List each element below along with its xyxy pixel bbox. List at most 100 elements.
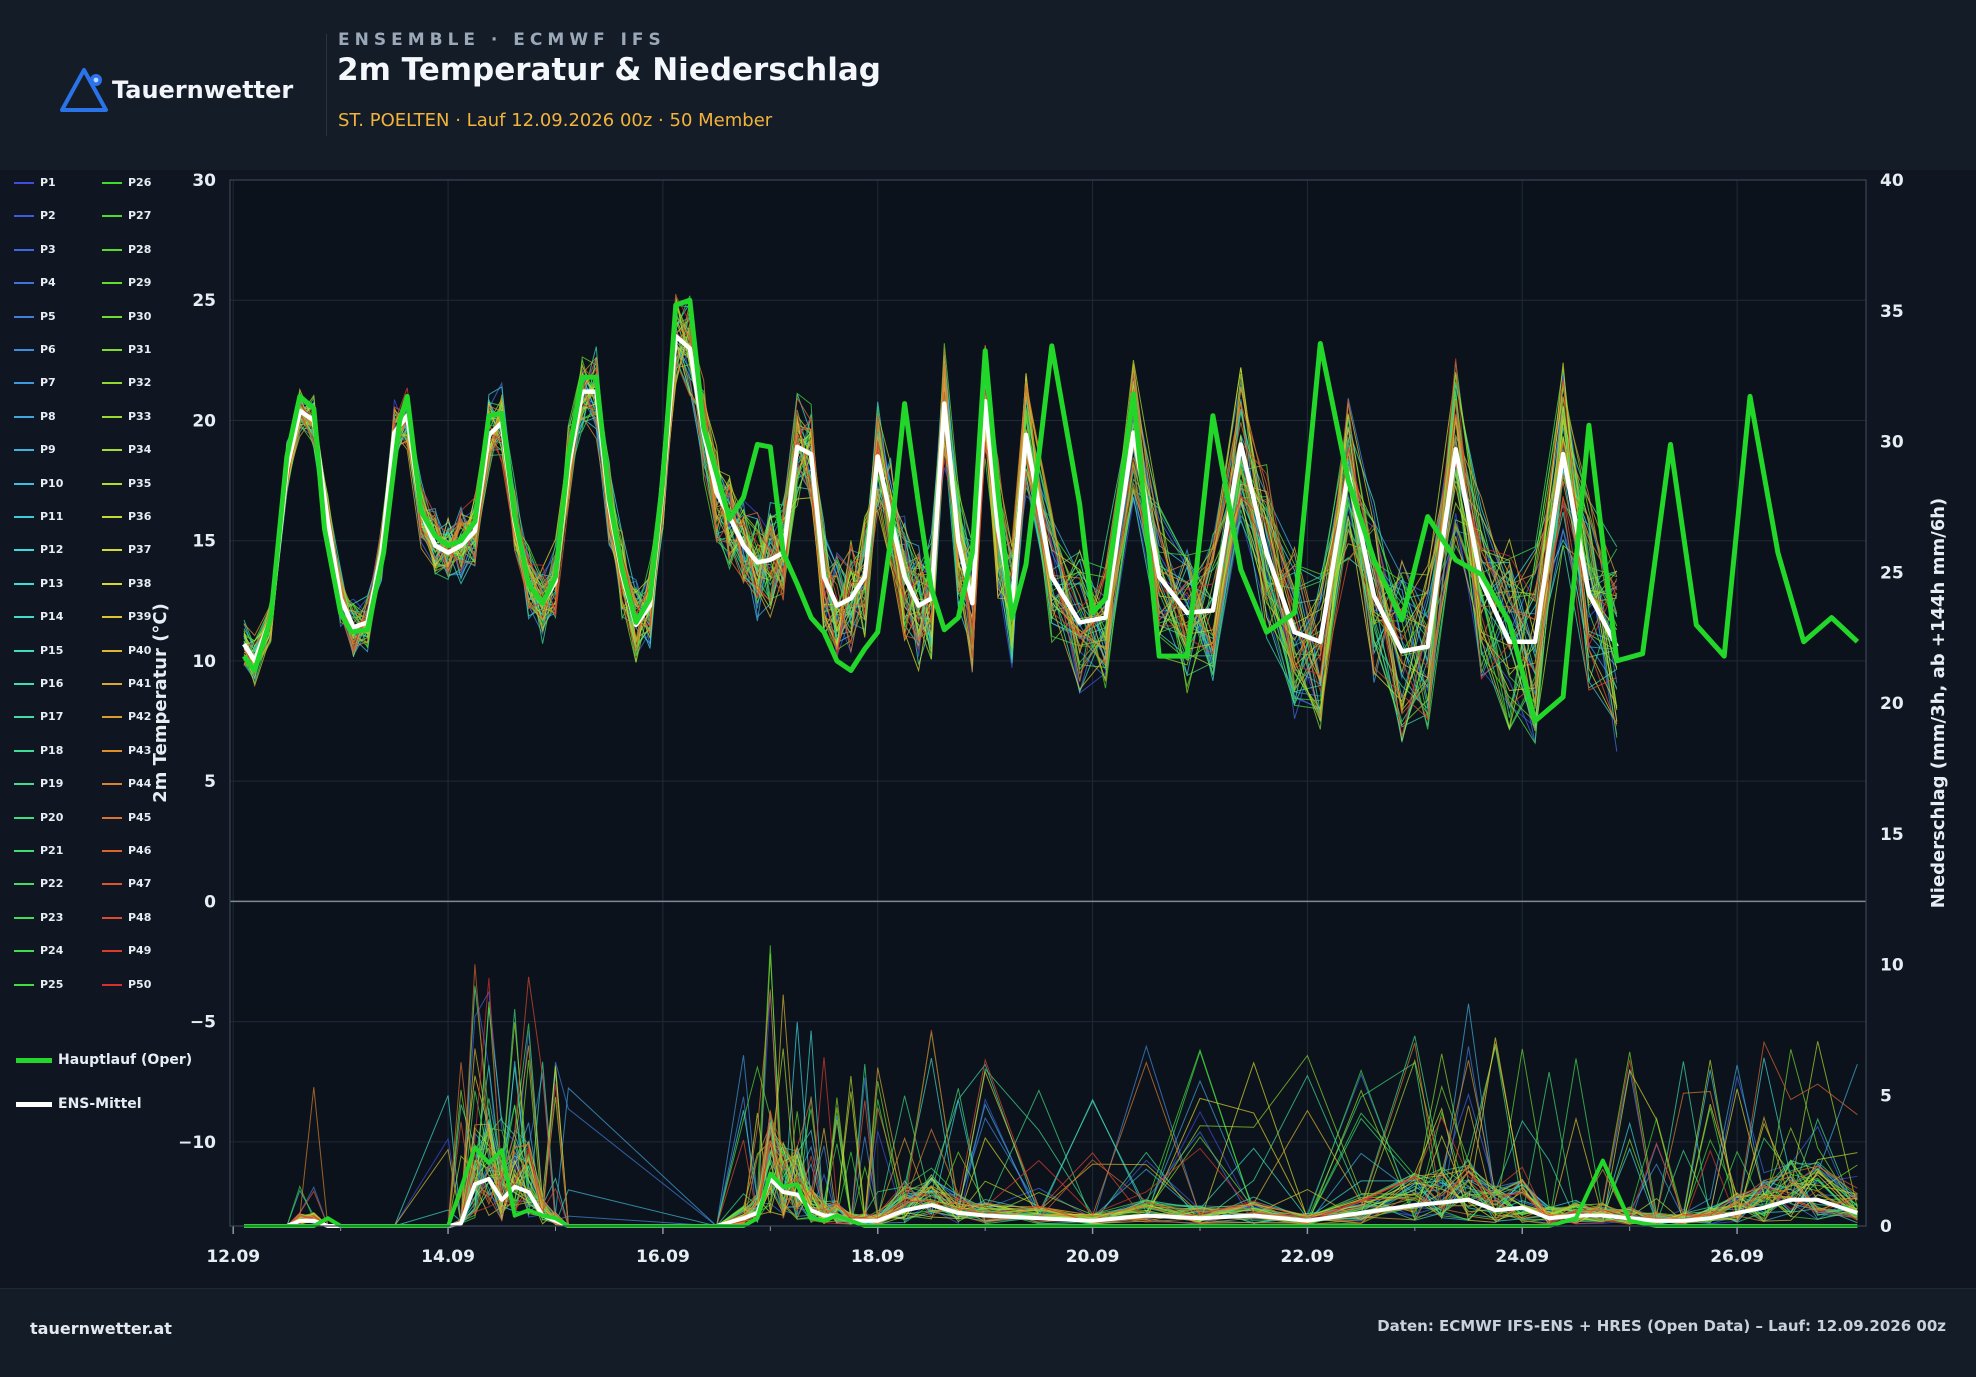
legend-swatch — [14, 683, 34, 685]
y-tick-label: 30 — [192, 171, 216, 191]
legend-label: P1 — [40, 176, 56, 189]
legend-item[interactable]: P47 — [102, 877, 151, 895]
mountain-logo-icon — [60, 68, 108, 112]
legend-item[interactable]: P8 — [14, 410, 56, 428]
legend-swatch — [102, 850, 122, 852]
legend-item[interactable]: P4 — [14, 276, 56, 294]
legend-label: P9 — [40, 443, 56, 457]
legend-label: P49 — [128, 944, 152, 958]
legend-swatch — [102, 950, 122, 953]
legend-item[interactable]: P18 — [14, 744, 63, 762]
legend-item[interactable]: P38 — [102, 577, 151, 595]
legend-swatch — [14, 950, 34, 953]
member-precip-line — [244, 1057, 1858, 1227]
legend-swatch — [14, 215, 34, 218]
legend-label: P13 — [40, 576, 64, 590]
legend-swatch — [102, 916, 122, 919]
legend-item[interactable]: P11 — [14, 510, 63, 528]
legend-item[interactable]: P37 — [102, 543, 151, 561]
legend-item-mean[interactable]: ENS-Mittel — [16, 1096, 142, 1114]
legend-label: P44 — [128, 777, 152, 791]
legend-item[interactable]: P42 — [102, 710, 151, 728]
legend-item[interactable]: P30 — [102, 310, 151, 328]
legend-item[interactable]: P43 — [102, 744, 151, 762]
legend-item[interactable]: P2 — [14, 209, 56, 227]
legend-swatch — [14, 716, 34, 719]
legend-label: P32 — [128, 376, 152, 390]
legend-swatch — [14, 315, 34, 318]
legend-label: P39 — [128, 610, 152, 624]
legend-item[interactable]: P17 — [14, 710, 63, 728]
legend-swatch — [102, 415, 122, 418]
y2-tick-label: 40 — [1880, 171, 1904, 191]
legend-item[interactable]: P26 — [102, 176, 151, 194]
legend-swatch — [102, 582, 122, 585]
legend-item[interactable]: P28 — [102, 243, 151, 261]
legend-item[interactable]: P31 — [102, 343, 151, 361]
legend-item[interactable]: P5 — [14, 310, 56, 328]
legend-item[interactable]: P29 — [102, 276, 151, 294]
legend-item[interactable]: P19 — [14, 777, 63, 795]
legend-item[interactable]: P25 — [14, 978, 63, 996]
legend-item[interactable]: P20 — [14, 811, 63, 829]
legend: P1 P2 P3 P4 P5 P6 P7 P8 P9 P10 P11 P12 P13 P14 P15 P16 P… — [0, 170, 230, 1130]
legend-label: P15 — [40, 643, 64, 657]
legend-item[interactable]: P14 — [14, 610, 63, 628]
legend-swatch — [14, 282, 34, 285]
y-tick-label: 25 — [192, 291, 216, 311]
legend-item[interactable]: P27 — [102, 209, 151, 227]
legend-item[interactable]: P1 — [14, 176, 56, 194]
legend-item[interactable]: P22 — [14, 877, 63, 895]
legend-item[interactable]: P16 — [14, 677, 63, 695]
footer-source: Daten: ECMWF IFS-ENS + HRES (Open Data) … — [1377, 1317, 1946, 1335]
chart: 30 25 20 15 10 5 0 −5 −10 40 35 30 25 20 15 10 5 0 12.09 14… — [150, 171, 1949, 1267]
legend-item[interactable]: P32 — [102, 376, 151, 394]
legend-label: P45 — [128, 810, 152, 824]
legend-item[interactable]: P46 — [102, 844, 151, 862]
legend-item[interactable]: P33 — [102, 410, 151, 428]
legend-item[interactable]: P6 — [14, 343, 56, 361]
legend-item[interactable]: P35 — [102, 477, 151, 495]
y2-axis-label: Niederschlag (mm/3h, ab +144h mm/6h) — [1928, 498, 1949, 909]
legend-label: P37 — [128, 543, 152, 557]
legend-swatch — [102, 883, 122, 886]
header-divider — [326, 34, 327, 136]
legend-item[interactable]: P36 — [102, 510, 151, 528]
legend-item[interactable]: P15 — [14, 644, 63, 662]
legend-item[interactable]: P44 — [102, 777, 151, 795]
legend-swatch — [102, 482, 122, 485]
legend-label: P47 — [128, 877, 152, 891]
legend-item[interactable]: P41 — [102, 677, 151, 695]
legend-item[interactable]: P48 — [102, 911, 151, 929]
logo[interactable]: Tauernwetter — [60, 66, 310, 118]
legend-item[interactable]: P24 — [14, 944, 63, 962]
legend-item[interactable]: P7 — [14, 376, 56, 394]
legend-item[interactable]: P23 — [14, 911, 63, 929]
legend-item[interactable]: P12 — [14, 543, 63, 561]
legend-item[interactable]: P40 — [102, 644, 151, 662]
x-tick-label: 22.09 — [1281, 1247, 1335, 1267]
legend-label: P25 — [40, 977, 64, 991]
legend-swatch — [14, 449, 34, 452]
legend-item-oper[interactable]: Hauptlauf (Oper) — [16, 1052, 192, 1070]
y2-tick-label: 15 — [1880, 825, 1904, 845]
legend-label: P2 — [40, 209, 56, 223]
legend-swatch — [14, 649, 34, 652]
legend-item[interactable]: P50 — [102, 978, 151, 996]
legend-item[interactable]: P10 — [14, 477, 63, 495]
legend-label: P14 — [40, 610, 64, 624]
legend-item[interactable]: P21 — [14, 844, 63, 862]
legend-item[interactable]: P9 — [14, 443, 56, 461]
legend-item[interactable]: P3 — [14, 243, 56, 261]
legend-item[interactable]: P34 — [102, 443, 151, 461]
footer-site[interactable]: tauernwetter.at — [30, 1319, 172, 1338]
legend-label: P28 — [128, 242, 152, 256]
legend-label: P38 — [128, 576, 152, 590]
legend-item[interactable]: P49 — [102, 944, 151, 962]
legend-item[interactable]: P45 — [102, 811, 151, 829]
legend-item[interactable]: P39 — [102, 610, 151, 628]
legend-label: P3 — [40, 242, 56, 256]
plot-frame — [229, 179, 1867, 1227]
legend-item[interactable]: P13 — [14, 577, 63, 595]
header-kicker: ENSEMBLE · ECMWF IFS — [338, 30, 666, 50]
